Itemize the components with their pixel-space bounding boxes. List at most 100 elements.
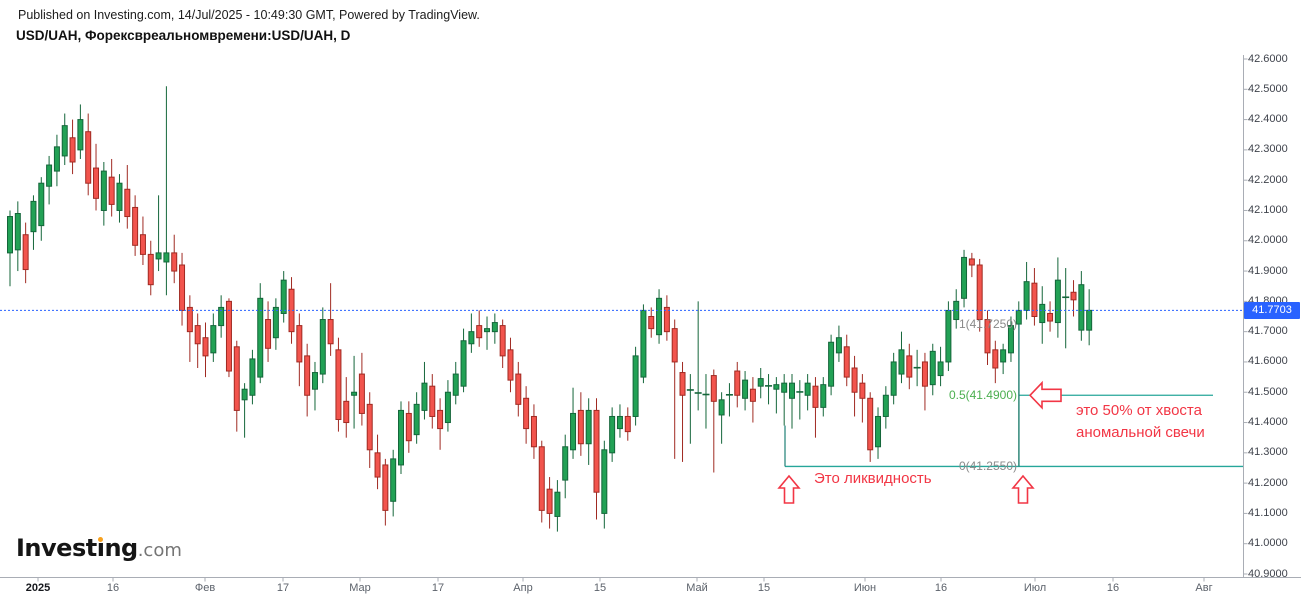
candle-body	[546, 488, 553, 514]
candle-body	[30, 200, 37, 233]
candle-body	[851, 367, 858, 393]
fib-level-1-label[interactable]: 1(41.7250)	[958, 317, 1017, 332]
candle-body	[116, 182, 123, 211]
price-tick-label: 42.6000	[1248, 52, 1288, 65]
candle-body	[812, 385, 819, 408]
candle-body	[249, 358, 256, 396]
left-arrow-annotation[interactable]	[1028, 380, 1062, 410]
price-tick-label: 41.4000	[1248, 416, 1288, 429]
candle-doji-dash	[1062, 296, 1070, 299]
candle-body	[570, 412, 577, 451]
candle-body	[859, 382, 866, 399]
candle-body	[202, 337, 209, 357]
date-tick-label: 15	[593, 582, 607, 594]
candle-body	[585, 409, 592, 445]
fib-level-0-label[interactable]: 0(41.2550)	[958, 459, 1017, 474]
candle-body	[179, 264, 186, 311]
candle-body	[22, 234, 29, 271]
date-tick-label: 16	[1106, 582, 1120, 594]
date-tick-label: Апр	[513, 582, 533, 594]
candle-body	[163, 252, 170, 263]
candle-body	[265, 319, 272, 349]
candle-body	[609, 415, 616, 454]
fib-level-05-label[interactable]: 0.5(41.4900)	[948, 388, 1017, 403]
candle-body	[85, 131, 92, 184]
candle-body	[257, 297, 264, 378]
price-tick-label: 41.3000	[1248, 446, 1288, 459]
candle-body	[147, 253, 154, 286]
price-tick-label: 41.5000	[1248, 385, 1288, 398]
candle-doji-dash	[796, 391, 804, 393]
candle-body	[562, 446, 569, 481]
candle-body	[523, 397, 530, 430]
date-tick-label: Июн	[853, 582, 877, 594]
candle-body	[968, 258, 975, 266]
candle-body	[1054, 279, 1061, 324]
investing-logo-text: Investıng	[16, 534, 138, 562]
candle-body	[374, 452, 381, 478]
candle-body	[351, 391, 358, 396]
candle-body	[46, 164, 53, 187]
candle-body	[773, 384, 780, 390]
candle-body	[38, 182, 45, 227]
candle-body	[1023, 281, 1030, 311]
date-tick-label: 16	[106, 582, 120, 594]
logo-orange-dot-i: ı	[96, 534, 105, 562]
candle-body	[53, 146, 60, 172]
candle-body	[1031, 282, 1038, 318]
candle-body	[155, 252, 162, 260]
candle-body	[218, 306, 225, 327]
candle-body	[648, 316, 655, 330]
candle-body	[437, 409, 444, 430]
candle-body	[225, 300, 232, 372]
up-arrow-annotation[interactable]	[1011, 474, 1035, 504]
candle-doji-dash	[913, 366, 921, 369]
anomalous-candle-note[interactable]: это 50% от хвоста аномальной свечи	[1076, 400, 1205, 444]
candle-body	[554, 491, 561, 517]
candle-body	[108, 176, 115, 205]
candle-body	[757, 378, 764, 387]
price-tick-label: 42.0000	[1248, 234, 1288, 247]
price-tick-label: 41.6000	[1248, 355, 1288, 368]
candle-body	[929, 350, 936, 386]
candle-body	[671, 328, 678, 363]
date-tick-label: 15	[757, 582, 771, 594]
candle-body	[867, 397, 874, 451]
candle-body	[718, 399, 725, 416]
candle-body	[1070, 291, 1077, 301]
liquidity-annotation-text[interactable]: Это ликвидность	[814, 470, 932, 487]
note-line-2: аномальной свечи	[1076, 424, 1205, 441]
candle-body	[132, 206, 139, 246]
price-tick-label: 42.2000	[1248, 173, 1288, 186]
candle-body	[61, 125, 68, 157]
investing-logo: Investıng.com	[16, 534, 182, 562]
candle-body	[1039, 303, 1046, 324]
candle-body	[421, 382, 428, 411]
candle-body	[742, 379, 749, 399]
candle-doji-dash	[686, 389, 694, 391]
candle-body	[93, 167, 100, 199]
price-tick-label: 40.9000	[1248, 567, 1288, 580]
candle-body	[77, 119, 84, 151]
candle-doji-dash	[694, 392, 702, 394]
candle-body	[992, 349, 999, 369]
candle-body	[804, 382, 811, 396]
candle-body	[210, 325, 217, 354]
date-tick-label: 16	[934, 582, 948, 594]
candle-body	[311, 372, 318, 390]
candle-body	[640, 309, 647, 378]
candle-body	[405, 412, 412, 442]
up-arrow-annotation[interactable]	[777, 474, 801, 504]
note-line-1: это 50% от хвоста	[1076, 402, 1202, 419]
candle-body	[1000, 349, 1007, 363]
candle-body	[468, 331, 475, 345]
candle-body	[577, 409, 584, 445]
price-tick-label: 42.3000	[1248, 143, 1288, 156]
date-tick-label: Авг	[1195, 582, 1213, 594]
candle-body	[1047, 312, 1054, 322]
candle-body	[679, 372, 686, 396]
candle-body	[632, 355, 639, 417]
candle-doji-dash	[702, 393, 710, 396]
